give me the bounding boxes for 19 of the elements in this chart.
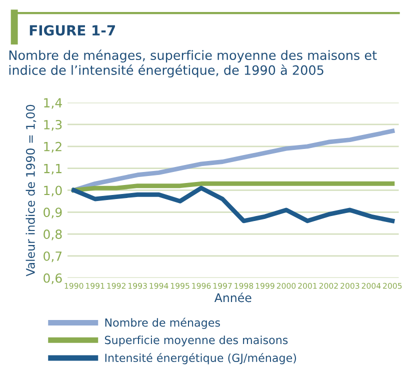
legend-label: Superficie moyenne des maisons [104,336,288,346]
legend-label: Intensité énergétique (GJ/ménage) [105,353,296,364]
y-axis-title: Valeur indice de 1990 = 1,00 [26,104,36,276]
y-tick-label: 1,1 [44,164,62,175]
y-tick-label: 0,6 [44,273,62,284]
y-tick-label: 1,0 [44,186,62,196]
y-tick-label: 1,2 [44,142,62,153]
chart-title: FIGURE 1-7 [30,25,115,36]
legend-label: Nombre de ménages [105,318,220,329]
y-tick-label: 0,7 [44,251,62,262]
chart-subtitle: Nombre de ménages, superficie moyenne des maisons et indice de l’intensité énergétique, de 1990 à 2005 [9,50,377,78]
line-series [72,181,395,192]
y-tick-label: 0,8 [44,230,62,240]
x-axis-title: Année [214,292,252,302]
line-series [72,128,395,192]
y-tick-label: 1,3 [44,120,62,131]
y-tick-label: 0,9 [44,208,62,218]
line-series [72,186,395,224]
y-tick-label: 1,4 [44,98,62,109]
